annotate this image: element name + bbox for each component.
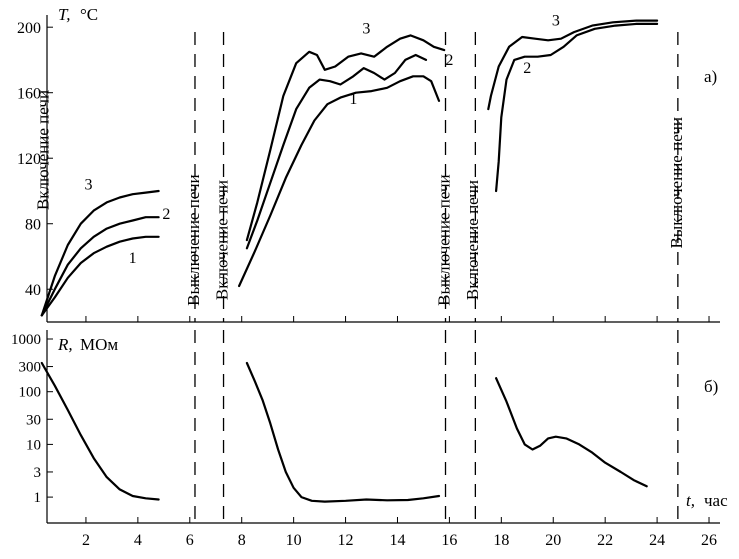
x-tick-label-0: 2: [82, 532, 90, 549]
curve-label-6: 2: [523, 60, 531, 77]
panel-b-y-tick-label-2: 10: [26, 437, 41, 453]
annotation-3: Выключение печи: [434, 174, 453, 306]
curve-label-2: 3: [85, 176, 93, 193]
curve-label-1: 2: [162, 206, 170, 223]
curve-label-3: 1: [349, 91, 357, 108]
panel-b-y-tick-label-6: 1000: [11, 332, 41, 348]
annotation-1: Выключение печи: [184, 174, 203, 306]
annotation-4: Включение печи: [463, 180, 482, 300]
x-tick-label-11: 24: [649, 532, 665, 549]
panel-a-label: а): [704, 67, 717, 86]
temperature-curve-2-seg-2: [495, 22, 659, 193]
x-tick-label-9: 20: [545, 532, 561, 549]
x-tick-label-5: 12: [338, 532, 354, 549]
x-ticks: 2 4 6 8 10 12 14 16 18 20 22 24 26: [82, 316, 717, 549]
temperature-curve-2-seg-0: [40, 216, 160, 317]
panel-a-y-tick-label-0: 40: [25, 282, 41, 299]
panel-b-y-tick-label-1: 3: [34, 465, 42, 481]
event-lines: [194, 32, 679, 523]
annotation-0: Включение печи: [33, 90, 52, 210]
temperature-curve-3-seg-0: [40, 189, 160, 317]
resistance-curve-seg-0: [40, 361, 160, 501]
panel-a-ylabel-unit: °C: [80, 5, 98, 24]
temperature-curve-3-seg-2: [487, 19, 659, 111]
panel-b-y-tick-label-4: 100: [19, 385, 42, 401]
x-tick-label-12: 26: [701, 532, 717, 549]
x-tick-label-7: 16: [441, 532, 457, 549]
annotation-2: Включение печи: [212, 180, 231, 300]
panel-a-y-tick-label-4: 200: [17, 20, 41, 37]
panel-a-y-tick-label-1: 80: [25, 217, 41, 234]
panel-b-y-ticks: 1 3 10 30 100 300 1000: [11, 332, 53, 506]
curve-label-7: 3: [552, 13, 560, 30]
temperature-curve-1-seg-0: [40, 235, 160, 317]
panel-a-y-tick-label-2: 120: [17, 151, 41, 168]
resistance-curve-seg-1: [245, 361, 441, 503]
panel-a-series-lines: [40, 19, 659, 317]
annotation-5: Выключение печи: [667, 117, 686, 249]
temperature-curve-1-seg-1: [238, 75, 441, 288]
panel-b-label: б): [704, 377, 718, 396]
x-tick-label-10: 22: [597, 532, 613, 549]
x-axis-label-unit: час: [704, 491, 728, 510]
panel-b-y-tick-label-3: 30: [26, 412, 41, 428]
curve-label-4: 2: [445, 52, 453, 69]
panel-b-ylabel-unit: МОм: [80, 335, 118, 354]
annotations: Включение печи Выключение печи Включение п…: [33, 90, 686, 306]
curve-label-0: 1: [129, 250, 137, 267]
curve-label-5: 3: [362, 21, 370, 38]
x-axis-label-symbol: t,: [686, 491, 695, 510]
panel-b-ylabel-symbol: R,: [57, 335, 73, 354]
temperature-curve-3-seg-1: [245, 34, 446, 242]
panel-a-y-tick-label-3: 160: [17, 86, 41, 103]
x-tick-label-8: 18: [493, 532, 509, 549]
x-tick-label-6: 14: [389, 532, 405, 549]
panel-b-series-lines: [40, 361, 648, 503]
panel-a-ylabel-symbol: T,: [58, 5, 70, 24]
x-tick-label-2: 6: [186, 532, 194, 549]
x-tick-label-3: 8: [238, 532, 246, 549]
x-tick-label-4: 10: [286, 532, 302, 549]
temperature-curve-2-seg-1: [245, 53, 428, 250]
series-labels: 1 2 3 1 2 3 2 3: [85, 13, 560, 267]
panel-b-y-tick-label-0: 1: [34, 490, 42, 506]
panel-a-y-ticks: 40 80 120 160 200: [17, 20, 53, 299]
resistance-curve-seg-2: [495, 377, 648, 488]
panel-b-y-tick-label-5: 300: [19, 360, 42, 376]
x-tick-label-1: 4: [134, 532, 142, 549]
